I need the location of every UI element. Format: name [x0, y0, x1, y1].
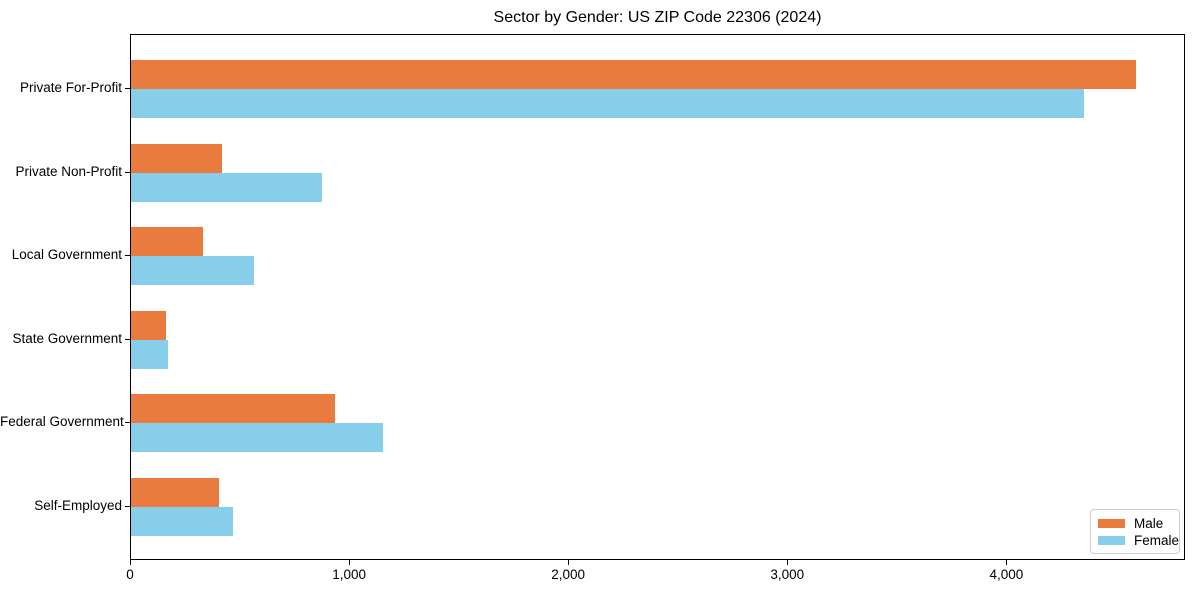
bar-male-self-employed — [131, 478, 219, 507]
y-tick-label-private-for-profit: Private For-Profit — [19, 80, 122, 95]
x-tick-label-2000: 2,000 — [551, 567, 586, 582]
legend-item-male: Male — [1098, 517, 1172, 530]
y-tick-label-local-government: Local Government — [11, 247, 122, 263]
x-tick-mark — [787, 560, 789, 565]
x-tick-label-1000: 1,000 — [332, 567, 366, 582]
y-tick-label-self-employed: Self-Employed — [34, 498, 122, 513]
x-tick-label-3000: 3,000 — [770, 567, 805, 582]
bar-male-private-for-profit — [131, 60, 1136, 89]
x-tick-mark — [349, 560, 351, 565]
y-tick-mark — [125, 338, 130, 340]
legend-label-female: Female — [1134, 533, 1180, 548]
x-tick-label-4000: 4,000 — [989, 567, 1024, 582]
x-tick-label-0: 0 — [126, 567, 134, 582]
bar-male-state-government — [131, 310, 167, 340]
bar-female-private-non-profit — [131, 172, 322, 202]
chart-title: Sector by Gender: US ZIP Code 22306 (202… — [493, 9, 822, 26]
y-tick-mark — [125, 422, 130, 424]
bar-male-private-non-profit — [131, 143, 222, 173]
y-tick-label-state-government: State Government — [12, 330, 122, 346]
bar-male-local-government — [131, 227, 204, 257]
bar-female-private-for-profit — [131, 89, 1085, 118]
legend-label-male: Male — [1134, 516, 1164, 531]
y-tick-mark — [125, 506, 130, 507]
y-tick-mark — [125, 88, 130, 89]
y-tick-label-private-non-profit: Private Non-Profit — [15, 163, 122, 179]
bar-male-federal-government — [131, 394, 335, 424]
legend-item-female: Female — [1098, 534, 1179, 547]
y-tick-label-federal-government: Federal Government — [0, 414, 124, 430]
y-tick-mark — [125, 255, 130, 257]
male-color-swatch — [1098, 519, 1125, 528]
x-tick-mark — [1006, 560, 1008, 565]
y-tick-mark — [125, 171, 130, 173]
x-tick-mark — [130, 560, 131, 565]
bar-female-local-government — [131, 256, 254, 286]
x-tick-mark — [568, 560, 570, 565]
bar-female-self-employed — [131, 507, 234, 536]
bar-female-state-government — [131, 339, 168, 369]
bar-female-federal-government — [131, 423, 383, 453]
plot-area — [130, 34, 1185, 560]
female-color-swatch — [1098, 536, 1125, 545]
legend: Male Female — [1090, 509, 1180, 554]
